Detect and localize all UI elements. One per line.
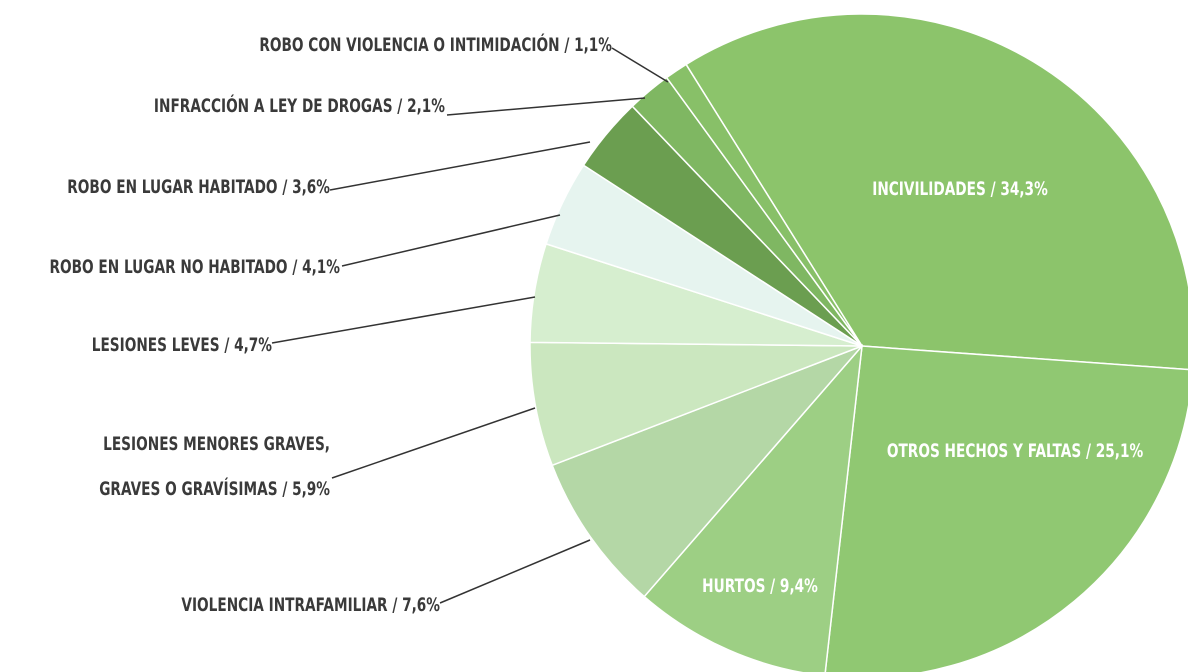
pie-slice <box>685 13 1188 371</box>
label-group: LESIONES MENORES GRAVES, GRAVES O GRAVÍSI… <box>99 433 330 500</box>
leader-line <box>611 47 669 83</box>
label-group: INCIVILIDADES / 34,3% <box>872 178 1048 200</box>
label-group: INFRACCIÓN A LEY DE DROGAS / 2,1% <box>154 95 445 117</box>
pie-slice <box>551 345 863 598</box>
leader-line <box>439 539 591 604</box>
label-group: ROBO EN LUGAR NO HABITADO / 4,1% <box>49 256 340 278</box>
slice-label: INCIVILIDADES / 34,3% <box>872 178 1048 200</box>
label-group: HURTOS / 9,4% <box>702 575 818 597</box>
slice-label: LESIONES LEVES / 4,7% <box>92 334 273 356</box>
pie-slice <box>824 345 1188 672</box>
pie-slice <box>665 63 863 347</box>
leader-line <box>271 296 536 344</box>
slice-label: LESIONES MENORES GRAVES, <box>103 433 330 455</box>
label-group: OTROS HECHOS Y FALTAS / 25,1% <box>887 440 1144 462</box>
label-group: ROBO EN LUGAR HABITADO / 3,6% <box>67 176 330 198</box>
slice-label: ROBO EN LUGAR NO HABITADO / 4,1% <box>49 256 340 278</box>
label-group: VIOLENCIA INTRAFAMILIAR / 7,6% <box>181 594 440 616</box>
slice-label: INFRACCIÓN A LEY DE DROGAS / 2,1% <box>154 95 445 117</box>
leader-line <box>446 97 646 116</box>
label-group: LESIONES LEVES / 4,7% <box>92 334 273 356</box>
label-group: ROBO CON VIOLENCIA O INTIMIDACIÓN / 1,1% <box>259 34 612 56</box>
slice-label: GRAVES O GRAVÍSIMAS / 5,9% <box>99 478 330 500</box>
leader-line <box>331 407 536 479</box>
slice-label: ROBO CON VIOLENCIA O INTIMIDACIÓN / 1,1% <box>259 34 612 56</box>
slice-label: OTROS HECHOS Y FALTAS / 25,1% <box>887 440 1144 462</box>
pie-slice <box>643 343 864 672</box>
leader-line <box>329 141 591 191</box>
leader-line <box>341 214 561 267</box>
slice-label: VIOLENCIA INTRAFAMILIAR / 7,6% <box>181 594 440 616</box>
slice-label: HURTOS / 9,4% <box>702 575 818 597</box>
pie-slice <box>529 341 863 467</box>
slice-label: ROBO EN LUGAR HABITADO / 3,6% <box>67 176 330 198</box>
